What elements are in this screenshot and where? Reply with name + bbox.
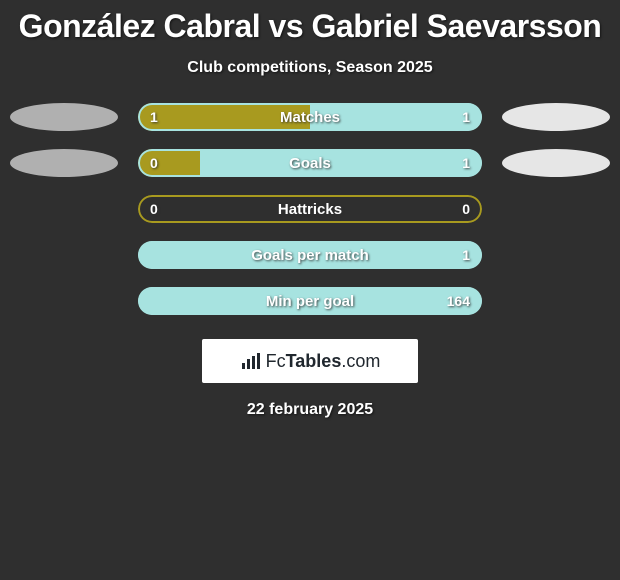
badge-placeholder — [10, 241, 118, 269]
bar-fill-right — [138, 241, 482, 269]
stat-bar: 164Min per goal — [138, 287, 482, 315]
stat-value-left: 0 — [150, 195, 158, 223]
subtitle: Club competitions, Season 2025 — [0, 59, 620, 77]
stat-label: Hattricks — [138, 195, 482, 223]
badge-placeholder — [10, 287, 118, 315]
badge-placeholder — [502, 241, 610, 269]
bar-fill-right — [310, 103, 482, 131]
stat-row: 01Goals — [0, 149, 620, 177]
stat-bar: 01Goals — [138, 149, 482, 177]
logo-text: FcTables.com — [266, 351, 381, 372]
chart-icon — [240, 352, 262, 370]
bar-border — [138, 195, 482, 223]
bar-fill-right — [138, 287, 482, 315]
stat-row: 1Goals per match — [0, 241, 620, 269]
badge-placeholder — [10, 195, 118, 223]
page-title: González Cabral vs Gabriel Saevarsson — [0, 8, 620, 45]
stat-bar: 0 0Hattricks — [138, 195, 482, 223]
stat-row: 11Matches — [0, 103, 620, 131]
comparison-infographic: González Cabral vs Gabriel Saevarsson Cl… — [0, 0, 620, 419]
stat-row: 164Min per goal — [0, 287, 620, 315]
stat-value-right: 0 — [462, 195, 470, 223]
logo-box: FcTables.com — [202, 339, 418, 383]
badge-placeholder — [502, 195, 610, 223]
footer-date: 22 february 2025 — [0, 401, 620, 419]
badge-placeholder — [502, 287, 610, 315]
bar-fill-right — [200, 149, 482, 177]
team-badge-right — [502, 103, 610, 131]
team-badge-left — [10, 103, 118, 131]
team-badge-left — [10, 149, 118, 177]
stat-rows: 11Matches 01Goals 0 0Hattricks 1Goals per ma… — [0, 103, 620, 315]
stat-bar: 1Goals per match — [138, 241, 482, 269]
bar-fill-left — [138, 103, 310, 131]
stat-bar: 11Matches — [138, 103, 482, 131]
bar-fill-left — [138, 149, 200, 177]
team-badge-right — [502, 149, 610, 177]
stat-row: 0 0Hattricks — [0, 195, 620, 223]
